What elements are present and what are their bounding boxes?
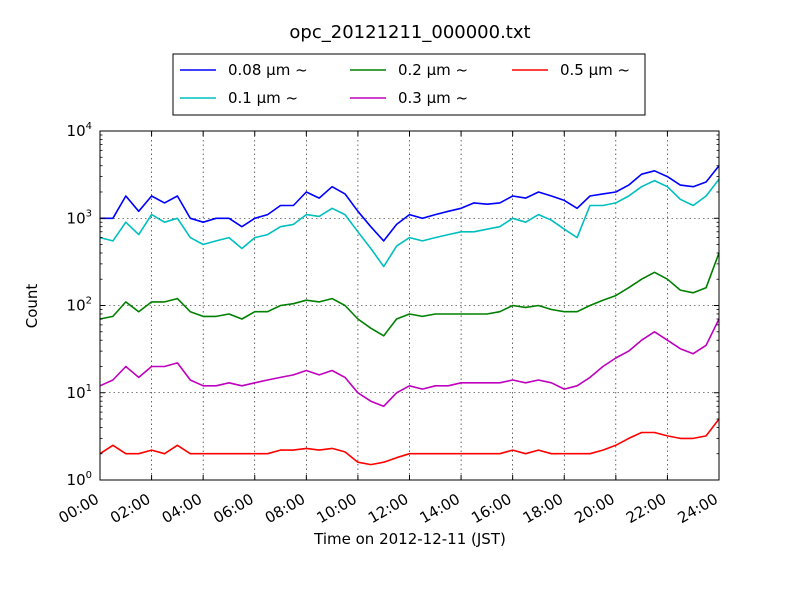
series-line — [100, 165, 720, 242]
series-layer — [99, 165, 720, 466]
legend-label: 0.2 μm ~ — [398, 61, 468, 79]
y-tick-label: 100 — [67, 470, 92, 489]
legend: 0.08 μm ~ 0.1 μm ~ 0.2 μm ~ 0.3 μm ~ 0.5 μm … — [172, 53, 646, 116]
legend-label: 0.5 μm ~ — [560, 61, 630, 79]
y-axis-label: Count — [23, 284, 41, 329]
y-tick-label: 103 — [67, 208, 92, 227]
legend-box — [172, 53, 646, 116]
y-tick-label: 104 — [67, 121, 92, 140]
chart-title: opc_20121211_000000.txt — [289, 22, 530, 43]
x-axis-label: Time on 2012-12-11 (JST) — [313, 530, 506, 548]
series-line — [99, 318, 720, 408]
series-line — [99, 418, 720, 466]
series-line — [99, 252, 720, 337]
y-tick-label: 102 — [67, 296, 92, 315]
legend-label: 0.1 μm ~ — [228, 89, 298, 107]
legend-label: 0.3 μm ~ — [398, 89, 468, 107]
y-axis: 100 101 102 103 104 — [67, 121, 719, 489]
y-tick-label: 101 — [67, 383, 92, 402]
series-line — [99, 178, 720, 268]
legend-label: 0.08 μm ~ — [228, 61, 308, 79]
